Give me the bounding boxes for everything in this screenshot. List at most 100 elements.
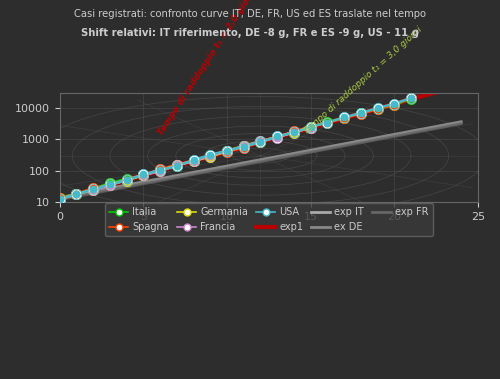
Point (106, 180, 114, 186)
Text: Casi registrati: confronto curve IT, DE, FR, US ed ES traslate nel tempo: Casi registrati: confronto curve IT, DE,… (74, 9, 426, 19)
Point (72, 191, 80, 197)
Point (173, 162, 181, 168)
Point (273, 135, 281, 141)
Point (256, 138, 264, 144)
Point (56, 196, 64, 202)
Point (56, 196, 64, 202)
Point (56, 195, 64, 201)
Point (56, 196, 64, 202)
Point (340, 115, 348, 121)
Point (106, 182, 114, 188)
Point (357, 110, 365, 116)
Point (256, 139, 264, 145)
Point (240, 143, 248, 149)
Point (240, 143, 248, 149)
Point (140, 172, 147, 178)
Point (122, 175, 130, 182)
Point (106, 182, 114, 188)
Point (156, 168, 164, 174)
Point (374, 106, 382, 112)
Point (390, 102, 398, 108)
Point (256, 139, 264, 145)
Point (72, 191, 80, 197)
Point (72, 191, 80, 197)
Point (240, 144, 248, 150)
Point (140, 171, 147, 177)
Point (122, 177, 130, 183)
Point (89, 186, 97, 193)
Point (56, 195, 64, 201)
Point (340, 114, 348, 121)
Point (390, 102, 398, 108)
Point (407, 95, 415, 101)
Point (223, 147, 231, 153)
Point (206, 153, 214, 159)
Point (306, 125, 314, 131)
Point (340, 114, 348, 121)
Point (106, 181, 114, 187)
Point (72, 191, 80, 197)
Point (240, 143, 248, 149)
Point (173, 162, 181, 168)
Point (106, 182, 114, 188)
Point (173, 161, 181, 168)
Point (206, 153, 214, 159)
Point (89, 186, 97, 193)
Point (306, 125, 314, 131)
Point (290, 128, 298, 135)
Point (390, 102, 398, 108)
Point (122, 175, 130, 182)
Point (223, 148, 231, 154)
Point (206, 153, 214, 159)
Point (223, 147, 231, 153)
Point (89, 186, 97, 192)
Point (390, 102, 398, 108)
Point (306, 125, 314, 131)
Point (324, 119, 332, 125)
Point (106, 180, 114, 186)
Point (273, 134, 281, 140)
Point (156, 167, 164, 173)
Point (357, 111, 365, 117)
Point (156, 168, 164, 174)
Point (156, 166, 164, 172)
Point (156, 167, 164, 173)
Point (223, 149, 231, 155)
Point (206, 153, 214, 160)
Point (72, 191, 80, 197)
Point (173, 163, 181, 169)
Point (156, 168, 164, 174)
Point (273, 134, 281, 140)
Point (72, 191, 80, 197)
Point (374, 106, 382, 112)
Point (223, 148, 231, 154)
Point (290, 128, 298, 135)
Point (72, 191, 80, 197)
Point (190, 158, 198, 164)
Point (190, 158, 198, 164)
Point (273, 133, 281, 139)
Point (223, 148, 231, 154)
Point (256, 138, 264, 144)
Point (122, 177, 130, 183)
Point (374, 106, 382, 112)
Point (390, 100, 398, 106)
Point (156, 168, 164, 174)
Point (56, 196, 64, 202)
Point (56, 196, 64, 202)
Point (240, 143, 248, 149)
Point (190, 157, 198, 163)
Point (173, 162, 181, 168)
Point (190, 158, 198, 164)
Point (256, 139, 264, 145)
Point (240, 144, 248, 150)
Point (72, 191, 80, 197)
Point (140, 172, 147, 178)
Point (206, 153, 214, 159)
Point (306, 124, 314, 130)
Point (122, 177, 130, 183)
Point (407, 96, 415, 102)
Point (306, 125, 314, 131)
Point (256, 138, 264, 144)
Point (89, 187, 97, 193)
